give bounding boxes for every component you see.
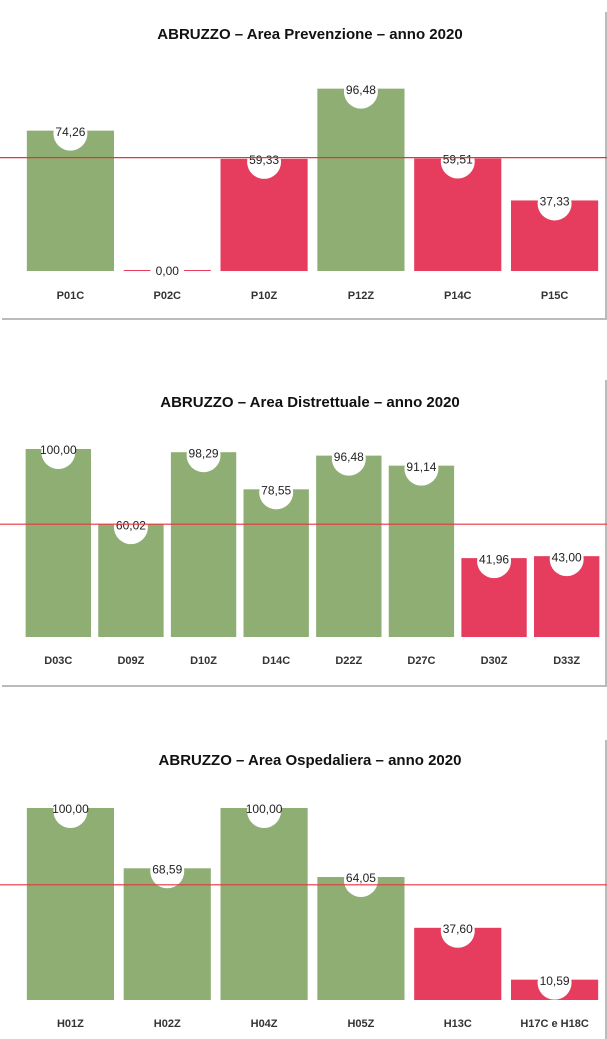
value-label: 100,00	[52, 802, 89, 816]
label-badge	[331, 441, 366, 476]
label-badge	[113, 510, 148, 545]
label-badge	[150, 256, 185, 290]
chart-card: ABRUZZO – Area Prevenzione – anno 2020 74…	[0, 10, 607, 320]
chart-title: ABRUZZO – Area Prevenzione – anno 2020	[157, 26, 462, 43]
x-tick-label: H17C e H18C	[520, 1018, 589, 1030]
label-badge	[53, 116, 88, 151]
bar	[170, 452, 237, 637]
x-tick-label: H02Z	[154, 1018, 181, 1030]
label-badge	[259, 475, 294, 510]
value-label: 96,48	[346, 83, 376, 97]
label-badge	[150, 854, 185, 889]
value-label: 100,00	[40, 443, 77, 457]
value-label: 59,51	[443, 153, 473, 167]
x-tick-label: D14C	[262, 655, 290, 667]
bar	[317, 877, 405, 1000]
chart-card: ABRUZZO – Area Distrettuale – anno 2020 1…	[0, 378, 607, 687]
x-tick-label: P12Z	[348, 290, 375, 302]
value-label: 100,00	[246, 802, 283, 816]
bar	[123, 868, 211, 1000]
value-label: 60,02	[116, 518, 146, 532]
x-tick-label: H13C	[444, 1018, 472, 1030]
label-badge	[343, 74, 378, 109]
value-label: 74,26	[55, 125, 85, 139]
label-badge	[41, 435, 76, 469]
label-badge	[186, 438, 221, 473]
bar	[26, 130, 114, 271]
x-tick-label: H01Z	[57, 1018, 84, 1030]
x-tick-label: D10Z	[190, 655, 217, 667]
value-label: 37,33	[540, 195, 570, 209]
x-tick-label: D30Z	[481, 655, 508, 667]
bar	[25, 449, 91, 637]
label-badge	[53, 794, 88, 828]
x-tick-label: H04Z	[251, 1018, 278, 1030]
value-label: 43,00	[552, 550, 582, 564]
value-label: 98,29	[189, 446, 219, 460]
x-tick-label: D22Z	[335, 655, 362, 667]
x-tick-label: D33Z	[553, 655, 580, 667]
x-tick-label: P10Z	[251, 290, 278, 302]
label-badge	[537, 965, 572, 1000]
bar	[26, 808, 114, 1000]
x-tick-label: H05Z	[347, 1018, 374, 1030]
x-tick-label: D27C	[407, 655, 435, 667]
x-tick-label: P02C	[153, 290, 181, 302]
label-badge	[343, 863, 378, 898]
value-label: 0,00	[156, 264, 180, 278]
label-badge	[477, 544, 512, 579]
bar	[317, 88, 405, 271]
x-tick-label: P14C	[444, 290, 472, 302]
bar	[388, 465, 455, 637]
x-tick-label: D03C	[44, 655, 72, 667]
x-tick-label: D09Z	[117, 655, 144, 667]
label-badge	[440, 144, 475, 179]
x-tick-label: P01C	[57, 290, 85, 302]
bar	[220, 808, 308, 1000]
value-label: 91,14	[406, 460, 436, 474]
value-label: 10,59	[540, 974, 570, 988]
value-label: 59,33	[249, 153, 279, 167]
label-badge	[537, 186, 572, 221]
label-badge	[404, 451, 439, 486]
label-badge	[247, 144, 282, 179]
value-label: 64,05	[346, 871, 376, 885]
chart-title: ABRUZZO – Area Distrettuale – anno 2020	[160, 394, 460, 411]
x-tick-label: P15C	[541, 290, 569, 302]
bar	[316, 455, 382, 637]
chart-card: ABRUZZO – Area Ospedaliera – anno 2020 10…	[0, 738, 607, 1039]
chart-title: ABRUZZO – Area Ospedaliera – anno 2020	[159, 752, 462, 769]
label-badge	[440, 913, 475, 948]
value-label: 68,59	[152, 862, 182, 876]
value-label: 96,48	[334, 450, 364, 464]
bar	[243, 489, 309, 637]
value-label: 78,55	[261, 483, 291, 497]
value-label: 41,96	[479, 552, 509, 566]
label-badge	[247, 794, 282, 828]
label-badge	[549, 542, 584, 577]
value-label: 37,60	[443, 922, 473, 936]
